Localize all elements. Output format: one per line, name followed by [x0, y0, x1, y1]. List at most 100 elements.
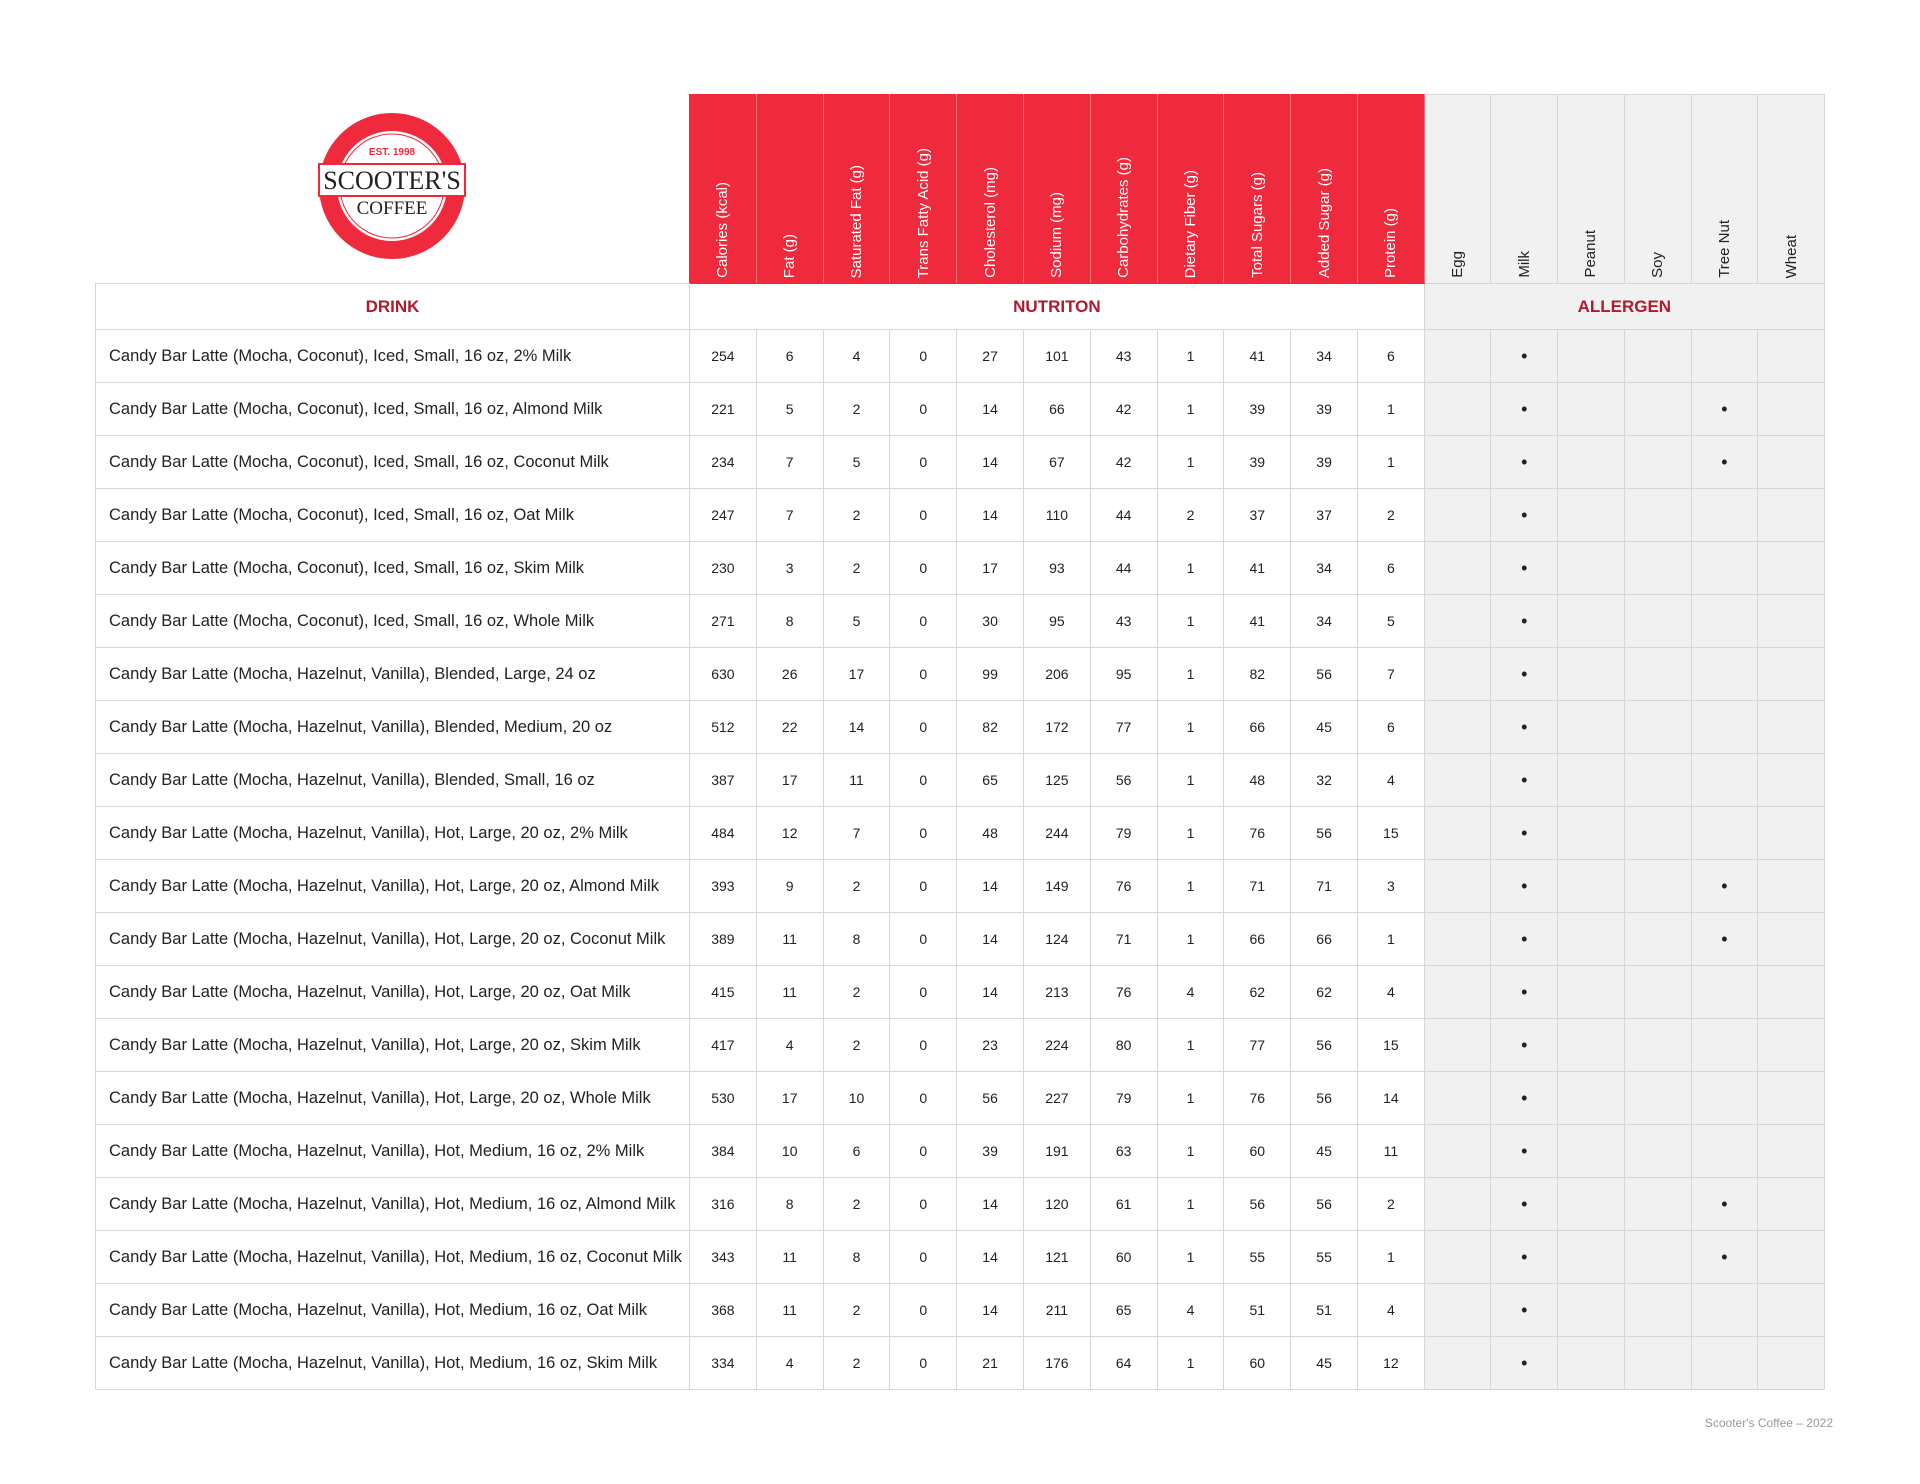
nutrition-value: 55: [1223, 1230, 1292, 1284]
allergen-cell: [1623, 1230, 1692, 1284]
drink-name: Candy Bar Latte (Mocha, Coconut), Iced, …: [95, 541, 690, 595]
nutrition-value: 0: [889, 488, 958, 542]
logo-registered: ®: [448, 206, 453, 213]
allergen-dot-icon: •: [1721, 451, 1728, 472]
allergen-cell: [1690, 965, 1759, 1019]
nutrition-value: 95: [1022, 594, 1091, 648]
allergen-cell: [1557, 435, 1625, 489]
nutrition-column-header: Trans Fatty Acid (g): [889, 94, 958, 284]
nutrition-value: 3: [755, 541, 824, 595]
scooters-coffee-logo: EST. 1998 SCOOTER'S COFFEE ®: [318, 113, 467, 260]
table-row: Candy Bar Latte (Mocha, Coconut), Iced, …: [95, 435, 1825, 489]
allergen-column-header: Wheat: [1757, 94, 1825, 284]
column-header-label: Egg: [1449, 251, 1467, 278]
nutrition-value: 1: [1156, 541, 1225, 595]
nutrition-value: 7: [755, 488, 824, 542]
nutrition-value: 417: [689, 1018, 757, 1072]
nutrition-value: 6: [755, 329, 824, 383]
allergen-cell: [1623, 541, 1692, 595]
allergen-cell: [1423, 1124, 1492, 1178]
nutrition-value: 8: [755, 1177, 824, 1231]
nutrition-value: 11: [755, 1230, 824, 1284]
nutrition-value: 247: [689, 488, 757, 542]
drink-name: Candy Bar Latte (Mocha, Hazelnut, Vanill…: [95, 965, 690, 1019]
nutrition-value: 0: [889, 912, 958, 966]
nutrition-value: 34: [1290, 329, 1358, 383]
allergen-cell: [1557, 965, 1625, 1019]
allergen-cell: •: [1490, 541, 1559, 595]
drink-name: Candy Bar Latte (Mocha, Hazelnut, Vanill…: [95, 1071, 690, 1125]
nutrition-column-header: Cholesterol (mg): [956, 94, 1024, 284]
nutrition-value: 0: [889, 700, 958, 754]
table-row: Candy Bar Latte (Mocha, Coconut), Iced, …: [95, 329, 1825, 383]
allergen-cell: [1757, 1071, 1825, 1125]
table-row: Candy Bar Latte (Mocha, Hazelnut, Vanill…: [95, 1283, 1825, 1337]
allergen-dot-icon: •: [1521, 1193, 1528, 1214]
nutrition-value: 316: [689, 1177, 757, 1231]
allergen-cell: •: [1690, 1230, 1759, 1284]
allergen-cell: [1623, 912, 1692, 966]
allergen-cell: •: [1490, 859, 1559, 913]
allergen-cell: [1623, 594, 1692, 648]
section-nutrition: NUTRITON: [689, 283, 1425, 330]
nutrition-value: 1: [1156, 382, 1225, 436]
drink-name: Candy Bar Latte (Mocha, Coconut), Iced, …: [95, 382, 690, 436]
nutrition-value: 14: [956, 1177, 1024, 1231]
column-header-label: Sodium (mg): [1048, 192, 1066, 278]
nutrition-value: 1: [1156, 1124, 1225, 1178]
allergen-dot-icon: •: [1521, 1246, 1528, 1267]
allergen-dot-icon: •: [1521, 451, 1528, 472]
nutrition-value: 2: [822, 541, 891, 595]
allergen-cell: [1557, 1336, 1625, 1390]
nutrition-value: 42: [1089, 382, 1158, 436]
nutrition-value: 8: [755, 594, 824, 648]
nutrition-value: 630: [689, 647, 757, 701]
allergen-dot-icon: •: [1521, 1034, 1528, 1055]
nutrition-value: 76: [1223, 806, 1292, 860]
allergen-dot-icon: •: [1721, 1193, 1728, 1214]
nutrition-column-header: Added Sugar (g): [1290, 94, 1358, 284]
allergen-cell: [1557, 753, 1625, 807]
nutrition-value: 2: [822, 965, 891, 1019]
allergen-cell: [1757, 1336, 1825, 1390]
nutrition-value: 23: [956, 1018, 1024, 1072]
nutrition-value: 389: [689, 912, 757, 966]
allergen-cell: [1423, 1336, 1492, 1390]
nutrition-value: 56: [1223, 1177, 1292, 1231]
nutrition-value: 6: [822, 1124, 891, 1178]
nutrition-value: 56: [1290, 1177, 1358, 1231]
nutrition-value: 1: [1156, 594, 1225, 648]
allergen-cell: •: [1490, 488, 1559, 542]
allergen-cell: [1423, 1071, 1492, 1125]
allergen-cell: [1757, 1124, 1825, 1178]
column-header-label: Total Sugars (g): [1248, 172, 1266, 278]
nutrition-value: 45: [1290, 700, 1358, 754]
nutrition-value: 1: [1156, 1018, 1225, 1072]
allergen-cell: [1757, 647, 1825, 701]
nutrition-value: 124: [1022, 912, 1091, 966]
nutrition-value: 61: [1089, 1177, 1158, 1231]
allergen-cell: [1757, 912, 1825, 966]
nutrition-value: 224: [1022, 1018, 1091, 1072]
allergen-dot-icon: •: [1721, 1246, 1728, 1267]
column-header-label: Milk: [1515, 251, 1533, 278]
allergen-dot-icon: •: [1521, 504, 1528, 525]
nutrition-value: 71: [1290, 859, 1358, 913]
nutrition-column-header: Fat (g): [755, 94, 824, 284]
nutrition-value: 2: [1356, 1177, 1425, 1231]
nutrition-value: 1: [1356, 382, 1425, 436]
allergen-cell: [1757, 1283, 1825, 1337]
nutrition-value: 1: [1356, 912, 1425, 966]
allergen-dot-icon: •: [1521, 822, 1528, 843]
nutrition-value: 271: [689, 594, 757, 648]
nutrition-value: 0: [889, 1124, 958, 1178]
allergen-cell: [1557, 1283, 1625, 1337]
nutrition-value: 14: [956, 382, 1024, 436]
nutrition-value: 1: [1156, 1230, 1225, 1284]
allergen-cell: [1623, 1283, 1692, 1337]
allergen-cell: •: [1490, 435, 1559, 489]
nutrition-value: 1: [1356, 435, 1425, 489]
nutrition-value: 7: [822, 806, 891, 860]
allergen-cell: [1690, 1336, 1759, 1390]
allergen-cell: •: [1490, 1230, 1559, 1284]
